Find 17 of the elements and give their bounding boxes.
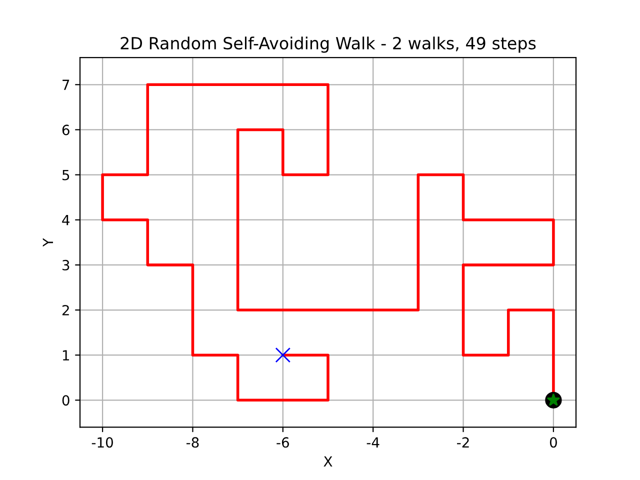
x-tick-label: -4: [366, 437, 380, 448]
x-tick-label: -2: [457, 437, 469, 448]
x-tick-label: -10: [92, 437, 113, 448]
y-tick-label: 7: [62, 80, 70, 90]
y-tick-label: 5: [62, 170, 70, 180]
x-axis-title: X: [324, 456, 332, 466]
y-tick-label: 4: [62, 215, 70, 226]
y-tick-label: 6: [62, 124, 70, 136]
y-tick-label: 0: [62, 395, 70, 406]
y-tick-label: 2: [62, 304, 69, 316]
x-tick-label: 0: [550, 437, 557, 448]
chart-title: 2D Random Self-Avoiding Walk - 2 walks, 49 steps: [120, 36, 536, 53]
y-axis-title: Y: [42, 238, 53, 247]
x-tick-label: -8: [186, 437, 199, 448]
x-tick-label: -6: [276, 437, 289, 448]
y-tick-label: 3: [62, 260, 70, 270]
y-tick-label: 1: [62, 350, 69, 360]
